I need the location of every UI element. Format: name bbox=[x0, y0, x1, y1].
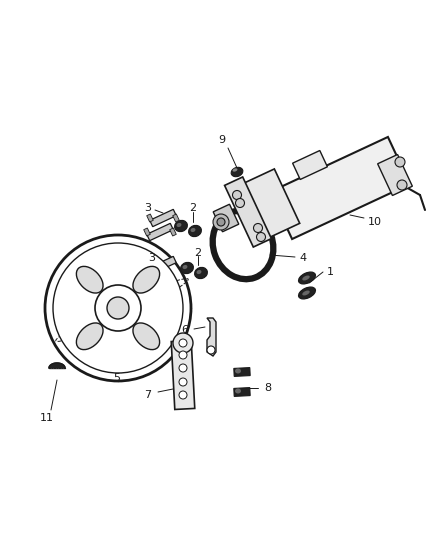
Ellipse shape bbox=[197, 270, 201, 274]
Ellipse shape bbox=[235, 368, 241, 374]
Ellipse shape bbox=[191, 228, 195, 232]
Polygon shape bbox=[225, 177, 272, 247]
Circle shape bbox=[207, 346, 215, 354]
Ellipse shape bbox=[299, 272, 315, 284]
Polygon shape bbox=[236, 169, 300, 241]
Circle shape bbox=[179, 378, 187, 386]
Polygon shape bbox=[234, 368, 250, 376]
Ellipse shape bbox=[194, 268, 207, 279]
Circle shape bbox=[107, 297, 129, 319]
Text: 7: 7 bbox=[145, 390, 152, 400]
Circle shape bbox=[179, 339, 187, 347]
Circle shape bbox=[254, 223, 262, 232]
Ellipse shape bbox=[133, 266, 159, 293]
Text: 10: 10 bbox=[368, 217, 382, 227]
Text: 2: 2 bbox=[190, 203, 197, 213]
Polygon shape bbox=[171, 341, 195, 409]
Circle shape bbox=[95, 285, 141, 331]
Polygon shape bbox=[234, 387, 250, 397]
Circle shape bbox=[213, 214, 229, 230]
Ellipse shape bbox=[235, 389, 241, 393]
Circle shape bbox=[179, 391, 187, 399]
Text: 8: 8 bbox=[265, 383, 272, 393]
Circle shape bbox=[233, 190, 241, 199]
Ellipse shape bbox=[76, 266, 103, 293]
Text: 4: 4 bbox=[300, 253, 307, 263]
Text: 6: 6 bbox=[181, 325, 188, 335]
Circle shape bbox=[397, 180, 407, 190]
Polygon shape bbox=[150, 256, 176, 273]
Circle shape bbox=[53, 243, 183, 373]
Text: 9: 9 bbox=[219, 135, 226, 145]
Circle shape bbox=[173, 333, 193, 353]
Polygon shape bbox=[49, 363, 65, 368]
Polygon shape bbox=[147, 270, 173, 288]
Ellipse shape bbox=[183, 265, 187, 269]
Polygon shape bbox=[173, 214, 179, 222]
Polygon shape bbox=[170, 228, 176, 236]
Ellipse shape bbox=[76, 323, 103, 350]
Circle shape bbox=[45, 235, 191, 381]
Text: 3: 3 bbox=[148, 253, 155, 263]
Polygon shape bbox=[150, 209, 176, 227]
Text: 2: 2 bbox=[194, 248, 201, 258]
Polygon shape bbox=[207, 318, 216, 356]
Polygon shape bbox=[213, 204, 239, 232]
Polygon shape bbox=[293, 150, 327, 180]
Ellipse shape bbox=[302, 290, 310, 295]
Polygon shape bbox=[147, 223, 173, 241]
Circle shape bbox=[257, 232, 265, 241]
Circle shape bbox=[236, 198, 244, 207]
Polygon shape bbox=[378, 155, 412, 196]
Polygon shape bbox=[147, 214, 153, 222]
Circle shape bbox=[179, 351, 187, 359]
Text: 1: 1 bbox=[326, 267, 333, 277]
Ellipse shape bbox=[189, 225, 201, 237]
Polygon shape bbox=[270, 137, 410, 239]
Text: 3: 3 bbox=[145, 203, 152, 213]
Ellipse shape bbox=[175, 220, 187, 232]
Circle shape bbox=[395, 157, 405, 167]
Ellipse shape bbox=[231, 167, 243, 177]
Ellipse shape bbox=[133, 323, 159, 350]
Polygon shape bbox=[144, 228, 150, 236]
Ellipse shape bbox=[299, 287, 315, 299]
Ellipse shape bbox=[177, 223, 181, 227]
Ellipse shape bbox=[302, 276, 310, 280]
Circle shape bbox=[179, 364, 187, 372]
Ellipse shape bbox=[180, 262, 194, 273]
Text: 11: 11 bbox=[40, 413, 54, 423]
Ellipse shape bbox=[233, 168, 237, 172]
Circle shape bbox=[217, 218, 225, 226]
Text: 5: 5 bbox=[113, 373, 120, 383]
